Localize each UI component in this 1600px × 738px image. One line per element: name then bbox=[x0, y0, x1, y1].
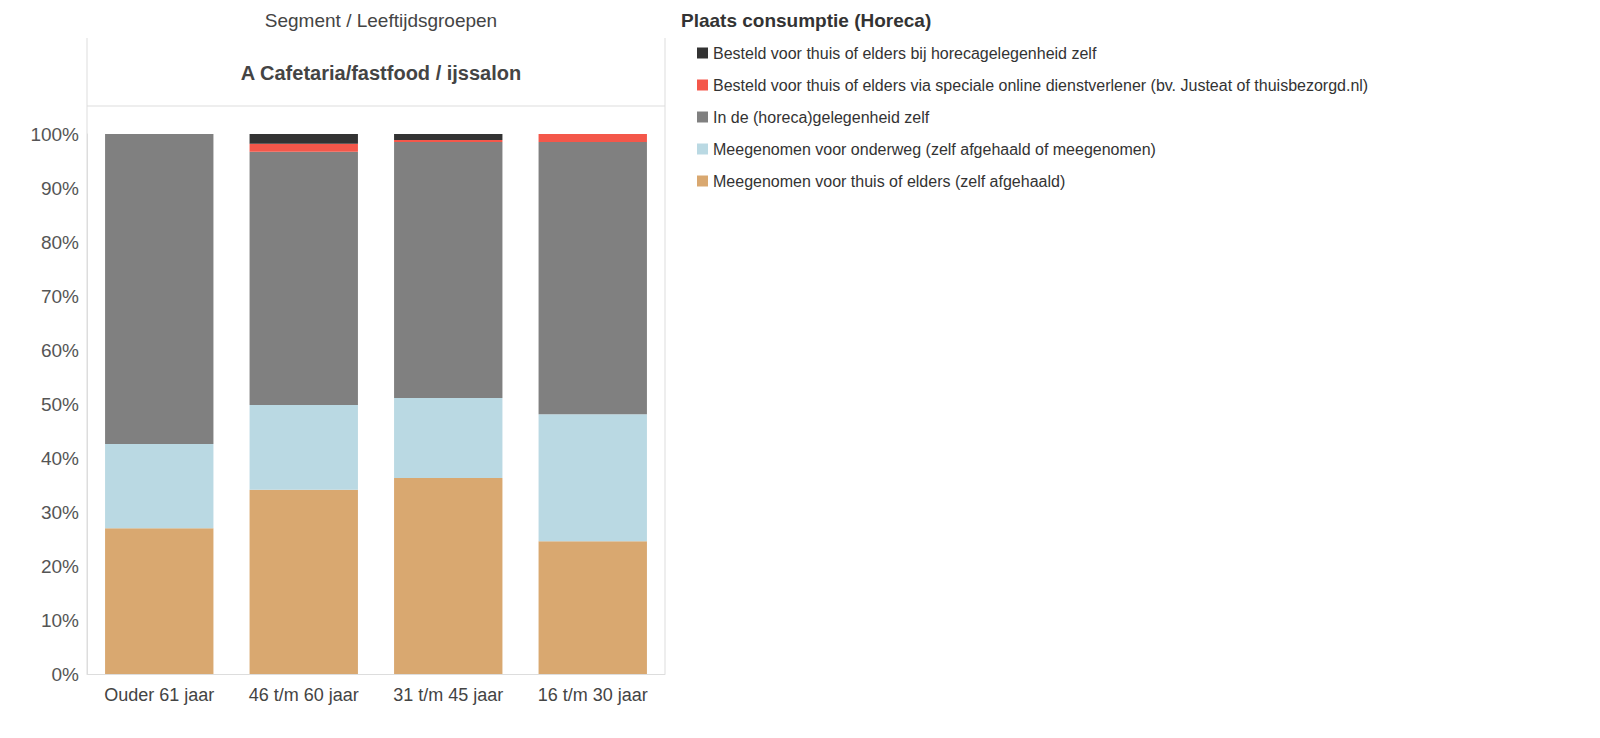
svg-text:10%: 10% bbox=[41, 610, 79, 631]
svg-text:Segment / Leeftijdsgroepen: Segment / Leeftijdsgroepen bbox=[265, 10, 497, 31]
svg-text:A Cafetaria/fastfood / ijssalo: A Cafetaria/fastfood / ijssalon bbox=[241, 62, 521, 84]
svg-text:30%: 30% bbox=[41, 502, 79, 523]
svg-text:20%: 20% bbox=[41, 556, 79, 577]
svg-text:Plaats consumptie (Horeca): Plaats consumptie (Horeca) bbox=[681, 10, 931, 31]
svg-text:80%: 80% bbox=[41, 232, 79, 253]
svg-text:Meegenomen voor thuis of elder: Meegenomen voor thuis of elders (zelf af… bbox=[713, 173, 1065, 190]
svg-text:50%: 50% bbox=[41, 394, 79, 415]
svg-text:100%: 100% bbox=[30, 124, 79, 145]
svg-text:Besteld voor thuis of elders v: Besteld voor thuis of elders via special… bbox=[713, 77, 1368, 94]
svg-text:46 t/m 60 jaar: 46 t/m 60 jaar bbox=[249, 685, 359, 705]
svg-text:60%: 60% bbox=[41, 340, 79, 361]
svg-text:Besteld voor thuis of elders b: Besteld voor thuis of elders bij horecag… bbox=[713, 45, 1097, 62]
svg-text:40%: 40% bbox=[41, 448, 79, 469]
svg-text:90%: 90% bbox=[41, 178, 79, 199]
svg-text:Ouder 61 jaar: Ouder 61 jaar bbox=[104, 685, 214, 705]
svg-text:70%: 70% bbox=[41, 286, 79, 307]
svg-text:16 t/m 30 jaar: 16 t/m 30 jaar bbox=[538, 685, 648, 705]
svg-text:0%: 0% bbox=[52, 664, 80, 685]
svg-text:31 t/m 45 jaar: 31 t/m 45 jaar bbox=[393, 685, 503, 705]
svg-text:In de (horeca)gelegenheid zelf: In de (horeca)gelegenheid zelf bbox=[713, 109, 930, 126]
svg-text:Meegenomen voor onderweg (zelf: Meegenomen voor onderweg (zelf afgehaald… bbox=[713, 141, 1156, 158]
